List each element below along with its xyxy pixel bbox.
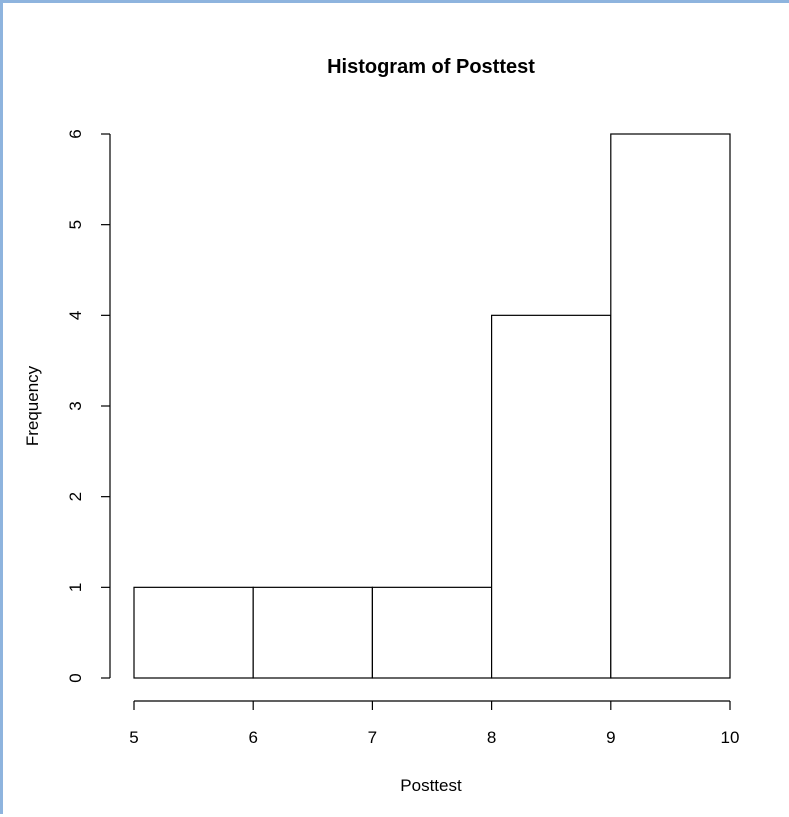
y-axis-label: Frequency	[23, 365, 42, 446]
y-tick-label-4: 4	[66, 311, 85, 320]
histogram-bar-0	[133, 586, 254, 679]
x-axis: 5 6 7 8 9 10	[129, 700, 740, 747]
y-tick-label-6: 6	[66, 129, 85, 138]
histogram-bar-1	[252, 586, 373, 679]
x-tick-label-5: 10	[721, 728, 740, 747]
histogram-bar-2	[371, 586, 493, 679]
histogram-bar-4	[610, 133, 731, 679]
x-tick-label-4: 9	[606, 728, 615, 747]
y-tick-label-0: 0	[66, 673, 85, 682]
chart-title: Histogram of Posttest	[327, 56, 535, 78]
x-tick-label-1: 6	[248, 728, 257, 747]
y-tick-label-3: 3	[66, 401, 85, 410]
x-axis-label: Posttest	[400, 776, 462, 795]
y-tick-label-2: 2	[66, 492, 85, 501]
bars-group	[133, 133, 731, 679]
y-axis: 0 1 2 3 4 5 6	[66, 129, 111, 683]
histogram-chart: Histogram of Posttest Posttest Frequency…	[23, 56, 740, 795]
x-tick-label-0: 5	[129, 728, 138, 747]
y-tick-label-1: 1	[66, 583, 85, 592]
y-tick-label-5: 5	[66, 220, 85, 229]
x-tick-label-3: 8	[487, 728, 496, 747]
x-tick-label-2: 7	[368, 728, 377, 747]
histogram-bar-3	[491, 314, 612, 679]
